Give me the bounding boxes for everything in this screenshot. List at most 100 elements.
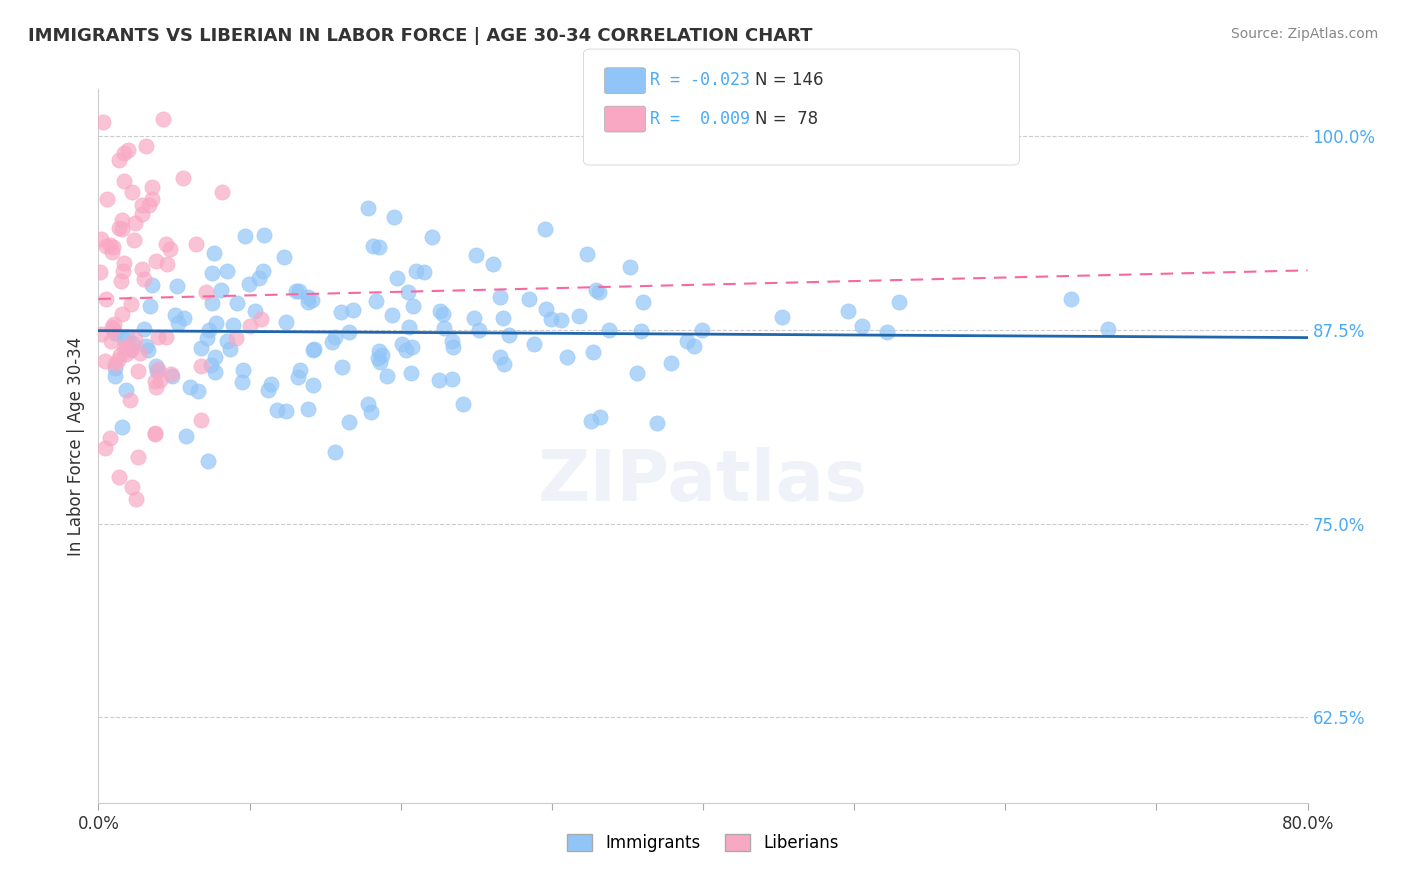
Point <box>536 301 558 316</box>
Point <box>167 316 190 330</box>
Point <box>288 284 311 298</box>
Text: N =  78: N = 78 <box>755 110 818 128</box>
Point <box>100 244 122 259</box>
Point <box>215 334 238 348</box>
Point <box>837 303 859 318</box>
Point <box>274 315 297 329</box>
Point <box>94 239 117 253</box>
Point <box>494 358 516 372</box>
Point <box>112 256 135 270</box>
Point <box>190 413 212 427</box>
Point <box>160 367 183 381</box>
Point <box>226 295 249 310</box>
Point <box>252 264 274 278</box>
Point <box>195 331 218 345</box>
Point <box>550 312 572 326</box>
Point <box>141 277 163 292</box>
Point <box>204 365 226 379</box>
Text: ZIPatlas: ZIPatlas <box>538 447 868 516</box>
Point <box>90 232 112 246</box>
Point <box>405 263 427 277</box>
Point <box>201 266 224 280</box>
Point <box>337 325 360 339</box>
Point <box>598 322 620 336</box>
Point <box>887 294 910 309</box>
Point <box>108 153 131 167</box>
Point <box>297 290 319 304</box>
Point <box>492 310 515 325</box>
Point <box>143 374 166 388</box>
Point <box>645 417 668 431</box>
Point <box>117 330 139 344</box>
Point <box>381 309 404 323</box>
Point <box>361 239 384 253</box>
Point <box>90 326 112 341</box>
Point <box>398 320 420 334</box>
Point <box>540 311 562 326</box>
Point <box>101 320 124 334</box>
Point <box>288 362 311 376</box>
Point <box>110 275 132 289</box>
Point <box>401 340 423 354</box>
Point <box>145 254 167 268</box>
Point <box>108 470 131 484</box>
Point <box>131 207 153 221</box>
Point <box>626 366 648 380</box>
Point <box>107 353 129 368</box>
Point <box>249 311 271 326</box>
Point <box>851 318 873 333</box>
Point <box>368 355 391 369</box>
Point <box>195 285 218 300</box>
Point <box>103 326 125 341</box>
Point <box>197 454 219 468</box>
Point <box>274 403 297 417</box>
Point <box>464 248 486 262</box>
Point <box>1059 292 1081 306</box>
Point <box>517 293 540 307</box>
Point <box>155 330 177 344</box>
Point <box>357 397 380 411</box>
Point <box>98 237 121 252</box>
Point <box>132 321 155 335</box>
Point <box>247 270 270 285</box>
Point <box>146 364 169 378</box>
Text: Source: ZipAtlas.com: Source: ZipAtlas.com <box>1230 27 1378 41</box>
Point <box>770 310 793 325</box>
Point <box>1097 321 1119 335</box>
Point <box>683 339 706 353</box>
Point <box>96 192 118 206</box>
Point <box>619 260 641 274</box>
Point <box>367 351 389 366</box>
Point <box>166 278 188 293</box>
Point <box>198 322 221 336</box>
Point <box>588 285 610 299</box>
Point <box>579 414 602 428</box>
Point <box>357 201 380 215</box>
Point <box>659 356 682 370</box>
Point <box>124 216 146 230</box>
Point <box>190 359 212 373</box>
Point <box>120 343 142 357</box>
Point <box>124 491 146 506</box>
Point <box>233 228 256 243</box>
Point <box>112 145 135 160</box>
Point <box>441 372 464 386</box>
Point <box>110 307 132 321</box>
Point <box>225 331 247 345</box>
Point <box>441 340 464 354</box>
Point <box>399 366 422 380</box>
Point <box>413 265 436 279</box>
Point <box>301 293 323 308</box>
Point <box>139 299 162 313</box>
Point <box>159 242 181 256</box>
Point <box>557 350 579 364</box>
Point <box>120 297 142 311</box>
Point <box>489 290 512 304</box>
Point <box>94 441 117 455</box>
Point <box>121 186 143 200</box>
Point <box>441 334 464 348</box>
Point <box>368 240 391 254</box>
Point <box>676 334 699 348</box>
Legend: Immigrants, Liberians: Immigrants, Liberians <box>560 827 846 859</box>
Point <box>124 332 146 346</box>
